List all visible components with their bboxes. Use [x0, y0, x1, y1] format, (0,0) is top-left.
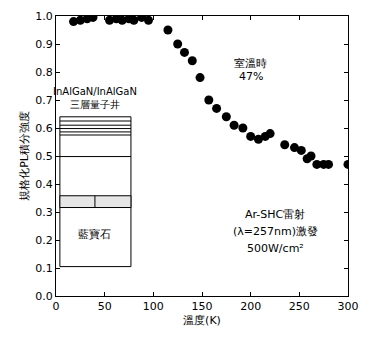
svg-text:150: 150 — [192, 300, 213, 313]
svg-text:0.6: 0.6 — [35, 122, 53, 135]
svg-text:規格化PL積分強度: 規格化PL積分強度 — [18, 111, 31, 201]
svg-text:0.3: 0.3 — [35, 206, 53, 219]
svg-text:47%: 47% — [239, 70, 263, 83]
svg-text:300: 300 — [338, 300, 359, 313]
svg-text:0.4: 0.4 — [35, 178, 53, 191]
svg-text:三層量子井: 三層量子井 — [70, 99, 120, 110]
svg-text:0.2: 0.2 — [35, 234, 53, 247]
svg-text:50: 50 — [98, 300, 112, 313]
svg-text:0.9: 0.9 — [35, 38, 53, 51]
svg-text:(λ=257nm)激發: (λ=257nm)激發 — [233, 225, 318, 238]
svg-text:200: 200 — [240, 300, 261, 313]
svg-text:Ar-SHC雷射: Ar-SHC雷射 — [245, 208, 305, 221]
svg-text:室溫時: 室溫時 — [234, 57, 267, 70]
svg-text:藍寶石: 藍寶石 — [78, 228, 111, 241]
svg-text:溫度(K): 溫度(K) — [183, 314, 221, 327]
svg-text:500W/cm²: 500W/cm² — [247, 242, 304, 255]
svg-text:0.5: 0.5 — [35, 150, 53, 163]
svg-text:0: 0 — [53, 300, 60, 313]
svg-text:250: 250 — [289, 300, 310, 313]
svg-text:0.8: 0.8 — [35, 66, 53, 79]
svg-text:0.0: 0.0 — [35, 290, 53, 303]
svg-text:0.7: 0.7 — [35, 94, 53, 107]
svg-text:1.0: 1.0 — [35, 10, 53, 23]
svg-text:0.1: 0.1 — [35, 262, 53, 275]
svg-text:100: 100 — [143, 300, 164, 313]
svg-text:InAlGaN/InAlGaN: InAlGaN/InAlGaN — [53, 86, 137, 97]
